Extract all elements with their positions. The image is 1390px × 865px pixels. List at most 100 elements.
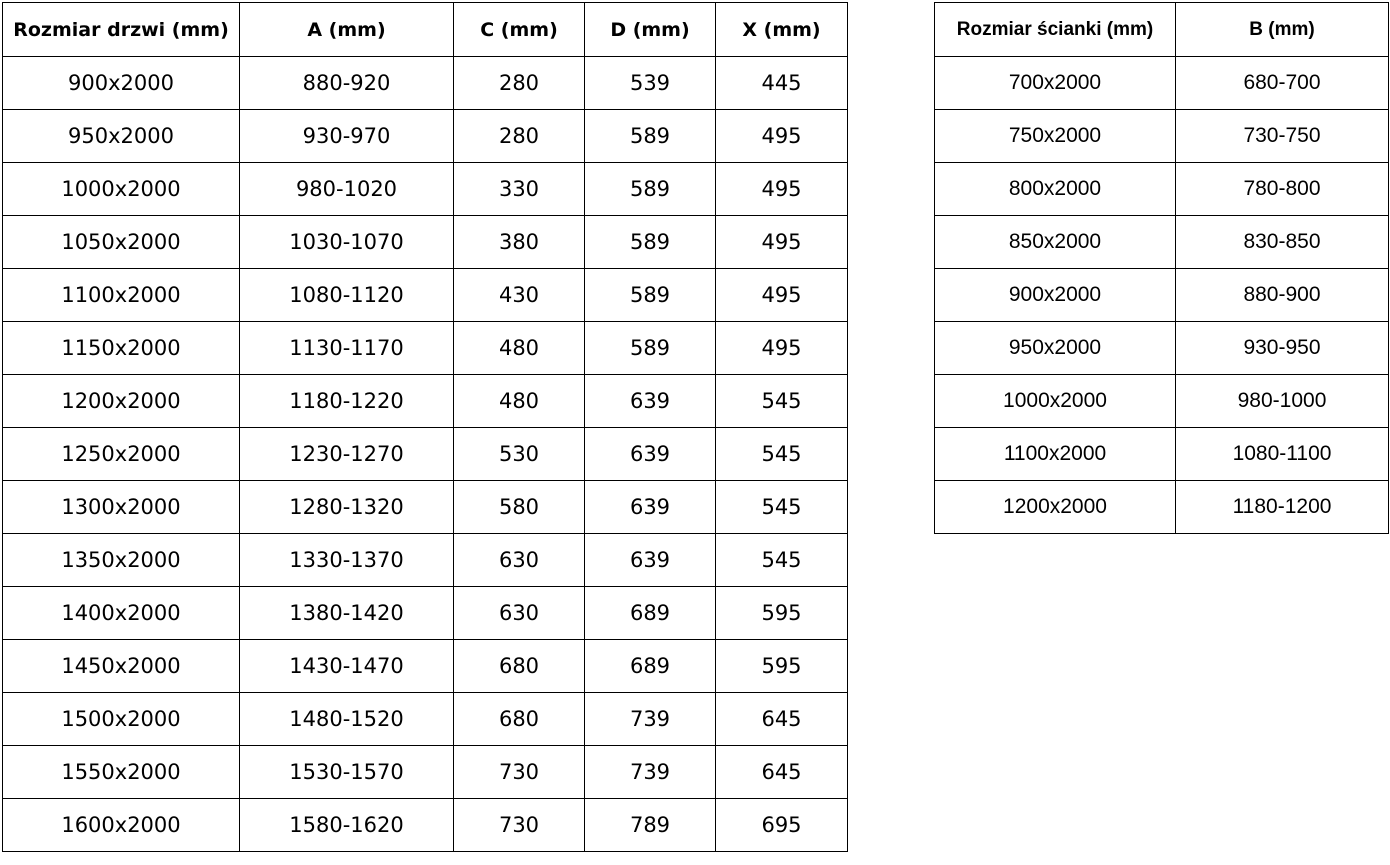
row-size-cell: 1400x2000 (2, 586, 240, 640)
row-value-cell: 589 (584, 162, 716, 216)
row-value-cell: 539 (584, 56, 716, 110)
row-value-cell: 689 (584, 639, 716, 693)
table-row: 1150x2000 1130-1170 480 589 495 (2, 321, 848, 375)
row-value-cell: 445 (715, 56, 848, 110)
row-value-cell: 639 (584, 533, 716, 587)
row-size-cell: 1200x2000 (2, 374, 240, 428)
row-value-cell: 495 (715, 215, 848, 269)
row-value-cell: 280 (453, 109, 585, 163)
table-header-row: Rozmiar drzwi (mm) A (mm) C (mm) D (mm) X (m… (2, 2, 848, 57)
table-row: 1000x2000 980-1000 (934, 374, 1389, 428)
table-row: 900x2000 880-900 (934, 268, 1389, 322)
wall-dimensions-table: Rozmiar ścianki (mm) B (mm) 700x2000 680-7… (934, 2, 1389, 534)
table-row: 1000x2000 980-1020 330 589 495 (2, 162, 848, 216)
row-size-cell: 1350x2000 (2, 533, 240, 587)
row-value-cell: 545 (715, 374, 848, 428)
row-size-cell: 1000x2000 (934, 374, 1176, 428)
row-value-cell: 480 (453, 321, 585, 375)
row-value-cell: 1580-1620 (239, 798, 454, 852)
table-row: 1350x2000 1330-1370 630 639 545 (2, 533, 848, 587)
row-value-cell: 1380-1420 (239, 586, 454, 640)
row-value-cell: 780-800 (1175, 162, 1389, 216)
row-value-cell: 789 (584, 798, 716, 852)
row-size-cell: 750x2000 (934, 109, 1176, 163)
column-header: X (mm) (715, 2, 848, 57)
row-value-cell: 980-1000 (1175, 374, 1389, 428)
table-row: 1400x2000 1380-1420 630 689 595 (2, 586, 848, 640)
table-row: 700x2000 680-700 (934, 56, 1389, 110)
column-header: C (mm) (453, 2, 585, 57)
row-size-cell: 1150x2000 (2, 321, 240, 375)
row-value-cell: 930-970 (239, 109, 454, 163)
row-size-cell: 700x2000 (934, 56, 1176, 110)
door-table-header: Rozmiar drzwi (mm) A (mm) C (mm) D (mm) X (m… (2, 2, 848, 57)
row-size-cell: 1600x2000 (2, 798, 240, 852)
row-size-cell: 900x2000 (934, 268, 1176, 322)
row-size-cell: 900x2000 (2, 56, 240, 110)
row-value-cell: 1230-1270 (239, 427, 454, 481)
row-size-cell: 950x2000 (2, 109, 240, 163)
wall-table-header: Rozmiar ścianki (mm) B (mm) (934, 2, 1389, 57)
row-value-cell: 680 (453, 692, 585, 746)
row-value-cell: 645 (715, 745, 848, 799)
row-value-cell: 639 (584, 480, 716, 534)
column-header: B (mm) (1175, 2, 1389, 57)
row-size-cell: 950x2000 (934, 321, 1176, 375)
row-value-cell: 495 (715, 321, 848, 375)
row-value-cell: 1280-1320 (239, 480, 454, 534)
table-row: 1500x2000 1480-1520 680 739 645 (2, 692, 848, 746)
table-row: 750x2000 730-750 (934, 109, 1389, 163)
row-value-cell: 589 (584, 321, 716, 375)
row-value-cell: 1030-1070 (239, 215, 454, 269)
row-size-cell: 1000x2000 (2, 162, 240, 216)
row-value-cell: 280 (453, 56, 585, 110)
table-row: 850x2000 830-850 (934, 215, 1389, 269)
table-row: 1200x2000 1180-1220 480 639 545 (2, 374, 848, 428)
row-value-cell: 589 (584, 268, 716, 322)
column-header: Rozmiar ścianki (mm) (934, 2, 1176, 57)
table-row: 950x2000 930-950 (934, 321, 1389, 375)
table-header-row: Rozmiar ścianki (mm) B (mm) (934, 2, 1389, 57)
row-value-cell: 730-750 (1175, 109, 1389, 163)
table-row: 1600x2000 1580-1620 730 789 695 (2, 798, 848, 852)
row-value-cell: 530 (453, 427, 585, 481)
row-size-cell: 1050x2000 (2, 215, 240, 269)
door-table-body: 900x2000 880-920 280 539 445 950x2000 930-970 2… (2, 56, 848, 852)
row-size-cell: 1550x2000 (2, 745, 240, 799)
row-value-cell: 330 (453, 162, 585, 216)
row-size-cell: 1100x2000 (2, 268, 240, 322)
row-value-cell: 689 (584, 586, 716, 640)
row-value-cell: 630 (453, 586, 585, 640)
table-row: 1300x2000 1280-1320 580 639 545 (2, 480, 848, 534)
row-value-cell: 830-850 (1175, 215, 1389, 269)
row-size-cell: 850x2000 (934, 215, 1176, 269)
table-row: 1450x2000 1430-1470 680 689 595 (2, 639, 848, 693)
column-header: D (mm) (584, 2, 716, 57)
row-size-cell: 1300x2000 (2, 480, 240, 534)
row-value-cell: 580 (453, 480, 585, 534)
table-row: 1100x2000 1080-1100 (934, 427, 1389, 481)
row-value-cell: 545 (715, 533, 848, 587)
row-value-cell: 480 (453, 374, 585, 428)
row-value-cell: 1330-1370 (239, 533, 454, 587)
row-value-cell: 1530-1570 (239, 745, 454, 799)
row-value-cell: 495 (715, 268, 848, 322)
row-size-cell: 1250x2000 (2, 427, 240, 481)
table-row: 800x2000 780-800 (934, 162, 1389, 216)
row-value-cell: 739 (584, 745, 716, 799)
row-value-cell: 595 (715, 639, 848, 693)
row-value-cell: 1180-1220 (239, 374, 454, 428)
row-value-cell: 680-700 (1175, 56, 1389, 110)
row-value-cell: 1180-1200 (1175, 480, 1389, 534)
row-size-cell: 1500x2000 (2, 692, 240, 746)
row-value-cell: 680 (453, 639, 585, 693)
row-value-cell: 880-900 (1175, 268, 1389, 322)
row-value-cell: 589 (584, 109, 716, 163)
row-value-cell: 545 (715, 427, 848, 481)
row-value-cell: 495 (715, 109, 848, 163)
table-row: 1100x2000 1080-1120 430 589 495 (2, 268, 848, 322)
row-value-cell: 495 (715, 162, 848, 216)
row-value-cell: 589 (584, 215, 716, 269)
table-row: 1250x2000 1230-1270 530 639 545 (2, 427, 848, 481)
